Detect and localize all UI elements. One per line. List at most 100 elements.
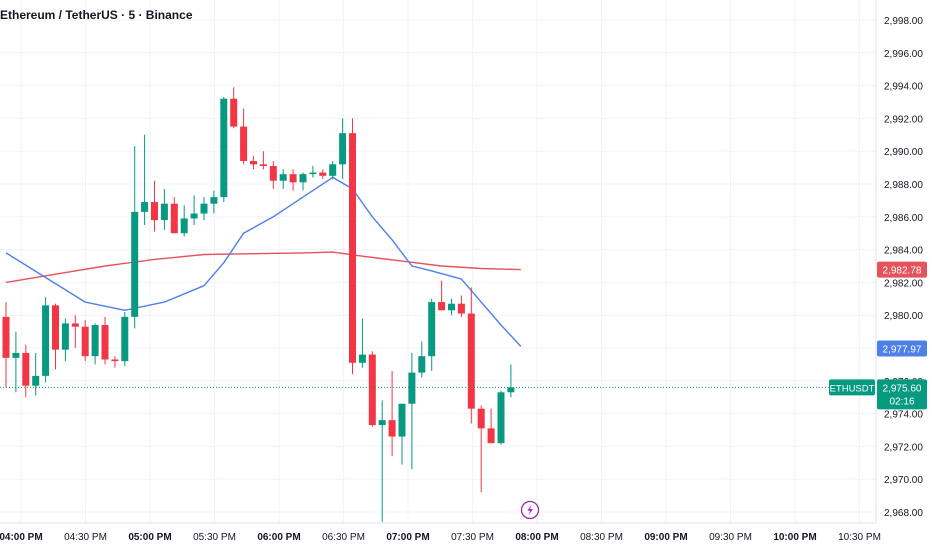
y-tick-label: 2,970.00 bbox=[884, 475, 923, 486]
x-tick-label: 06:30 PM bbox=[322, 532, 365, 543]
candle bbox=[230, 87, 238, 129]
candle bbox=[121, 311, 129, 367]
candle-body bbox=[349, 133, 356, 363]
candle-body bbox=[368, 354, 376, 426]
candle bbox=[180, 205, 188, 237]
candle-body bbox=[12, 352, 20, 358]
candle-body bbox=[200, 203, 208, 214]
candle bbox=[200, 197, 208, 221]
candle bbox=[358, 318, 366, 368]
symbol-title[interactable]: Ethereum / TetherUS · 5 · Binance bbox=[0, 8, 193, 22]
candle bbox=[52, 303, 59, 370]
y-tick-label: 2,996.00 bbox=[884, 49, 923, 60]
candle bbox=[329, 161, 337, 180]
candle-body bbox=[487, 428, 495, 444]
candle bbox=[250, 156, 257, 170]
lightning-bolt bbox=[527, 504, 533, 516]
y-tick-label: 2,994.00 bbox=[884, 82, 923, 93]
candle-body bbox=[418, 356, 426, 373]
candle bbox=[438, 280, 446, 311]
x-tick-label: 05:00 PM bbox=[128, 532, 171, 543]
y-tick-label: 2,988.00 bbox=[884, 180, 923, 191]
candle bbox=[22, 344, 30, 398]
candle-body bbox=[160, 203, 168, 221]
y-tick-label: 2,980.00 bbox=[884, 311, 923, 322]
candle-body bbox=[190, 213, 198, 219]
last-price-label: 2,975.60 bbox=[883, 383, 922, 394]
last-price-label-bg bbox=[877, 379, 927, 410]
candle-body bbox=[299, 174, 307, 183]
candle-body bbox=[91, 325, 99, 357]
candle bbox=[398, 403, 406, 465]
moving-averages bbox=[5, 176, 522, 347]
candle bbox=[131, 146, 139, 329]
candle bbox=[477, 405, 485, 493]
candle-body bbox=[467, 313, 475, 409]
candle bbox=[319, 169, 327, 180]
candle-body bbox=[398, 403, 406, 437]
candle-body bbox=[151, 202, 158, 221]
candle-body bbox=[230, 98, 238, 127]
x-tick-label: 04:30 PM bbox=[64, 532, 107, 543]
candle bbox=[457, 295, 465, 317]
candle bbox=[151, 180, 158, 232]
x-tick-label: 08:00 PM bbox=[515, 532, 558, 543]
candle bbox=[141, 134, 149, 225]
y-tick-label: 2,986.00 bbox=[884, 213, 923, 224]
candle-body bbox=[319, 172, 327, 176]
candle bbox=[289, 169, 297, 191]
x-tick-label: 05:30 PM bbox=[193, 532, 236, 543]
candle-body bbox=[250, 161, 257, 165]
candle bbox=[309, 165, 317, 178]
candle bbox=[299, 172, 307, 191]
y-tick-label: 2,982.00 bbox=[884, 278, 923, 289]
event-marker[interactable] bbox=[520, 500, 540, 520]
x-tick-label: 07:00 PM bbox=[386, 532, 429, 543]
candle bbox=[91, 323, 99, 365]
grid bbox=[0, 0, 876, 523]
candle bbox=[42, 297, 50, 383]
candle-body bbox=[428, 302, 436, 357]
candle bbox=[368, 351, 376, 427]
candle-body bbox=[408, 372, 416, 404]
candle bbox=[12, 331, 20, 393]
time-axis[interactable]: 04:00 PM 04:30 PM 05:00 PM 05:30 PM 06:00 PM… bbox=[0, 532, 881, 543]
ma-fast-line bbox=[5, 176, 522, 347]
candle-body bbox=[52, 305, 59, 350]
candle bbox=[349, 118, 356, 375]
candle-body bbox=[289, 174, 297, 183]
candle bbox=[259, 151, 267, 170]
y-tick-label: 2,972.00 bbox=[884, 442, 923, 453]
lightning-icon[interactable] bbox=[520, 500, 540, 520]
candle-body bbox=[309, 172, 317, 175]
x-tick-label: 09:30 PM bbox=[709, 532, 752, 543]
candle-body bbox=[240, 126, 248, 162]
ma-fast-price-label-bg bbox=[877, 340, 927, 357]
candle bbox=[269, 161, 277, 189]
candle bbox=[240, 108, 248, 165]
candle bbox=[220, 97, 228, 203]
candle bbox=[160, 188, 168, 230]
candle-body bbox=[438, 302, 446, 311]
candle-body bbox=[141, 202, 149, 212]
x-tick-label: 09:00 PM bbox=[644, 532, 687, 543]
x-tick-label: 10:00 PM bbox=[773, 532, 816, 543]
candle bbox=[339, 118, 347, 180]
candle-body bbox=[329, 164, 337, 176]
x-tick-label: 06:00 PM bbox=[257, 532, 300, 543]
ma-fast-price-label: 2,977.97 bbox=[883, 344, 922, 355]
candle bbox=[32, 352, 40, 396]
candle-body bbox=[269, 165, 277, 181]
candle-body bbox=[457, 303, 465, 314]
candle-body bbox=[279, 174, 287, 181]
candle bbox=[279, 169, 287, 189]
candle bbox=[388, 370, 396, 457]
candle-body bbox=[448, 303, 455, 311]
candle bbox=[71, 315, 79, 348]
candle-body bbox=[507, 387, 515, 393]
symbol-tag: ETHUSDT bbox=[830, 383, 875, 394]
y-tick-label: 2,990.00 bbox=[884, 147, 923, 158]
candle-body bbox=[131, 211, 139, 317]
